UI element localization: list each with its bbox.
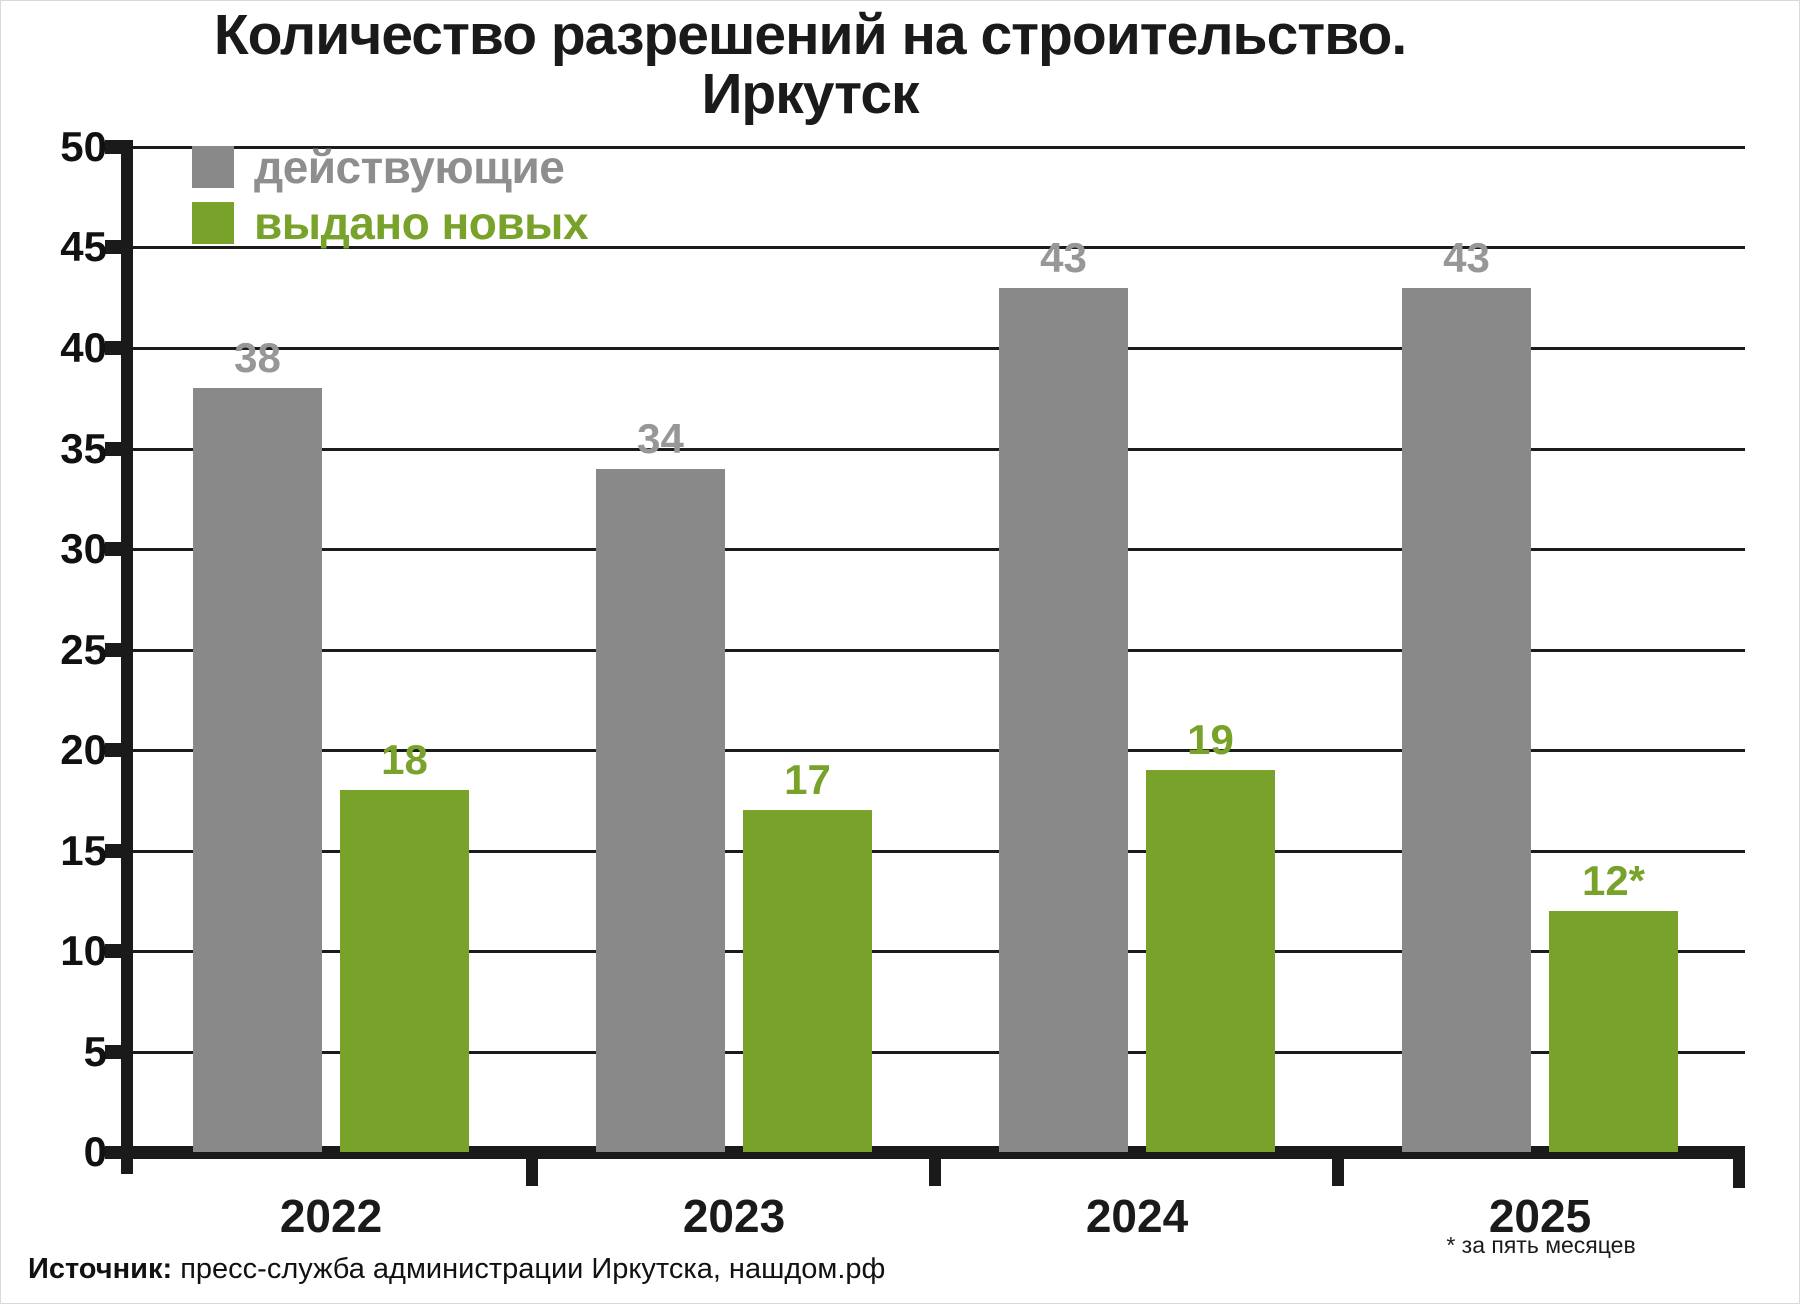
value-label-active-2025: 43	[1443, 234, 1490, 281]
value-label-active-2022: 38	[234, 334, 281, 381]
y-tick-label-0: 0	[83, 1128, 107, 1175]
bar-new-2023	[743, 810, 872, 1152]
y-tick-label-20: 20	[60, 726, 107, 773]
value-label-new-2023: 17	[784, 756, 831, 803]
y-tick-label-5: 5	[83, 1028, 107, 1075]
value-label-new-2022: 18	[381, 736, 428, 783]
bar-active-2024	[999, 288, 1128, 1152]
x-category-label-2025: 2025	[1488, 1190, 1592, 1242]
gridline-20	[133, 749, 1745, 752]
y-tick-15	[105, 844, 133, 858]
bar-active-2022	[193, 388, 322, 1152]
bar-new-2024	[1146, 770, 1275, 1152]
y-tick-label-40: 40	[60, 324, 107, 371]
gridline-50	[133, 146, 1745, 149]
x-axis-end-tick	[1733, 1146, 1745, 1188]
y-axis-line	[121, 140, 133, 1174]
value-label-active-2024: 43	[1040, 234, 1087, 281]
y-tick-label-35: 35	[60, 425, 107, 472]
value-label-new-2024: 19	[1187, 716, 1234, 763]
bar-active-2023	[596, 469, 725, 1152]
y-tick-50	[105, 140, 133, 154]
y-tick-45	[105, 240, 133, 254]
source-line: Источник: пресс-служба администрации Ирк…	[28, 1252, 885, 1286]
y-tick-30	[105, 542, 133, 556]
gridline-45	[133, 246, 1745, 249]
bar-new-2025	[1549, 911, 1678, 1152]
bar-active-2025	[1402, 288, 1531, 1152]
chart-title-line1: Количество разрешений на строительство.	[213, 3, 1407, 67]
y-tick-label-10: 10	[60, 927, 107, 974]
source-label: Источник:	[28, 1253, 173, 1285]
y-tick-20	[105, 743, 133, 757]
y-tick-label-25: 25	[60, 626, 107, 673]
y-tick-label-50: 50	[60, 123, 107, 170]
x-axis-separator-tick-3	[1332, 1146, 1344, 1186]
y-tick-25	[105, 643, 133, 657]
source-text: пресс-служба администрации Иркутска, наш…	[172, 1253, 886, 1285]
y-tick-label-30: 30	[60, 525, 107, 572]
chart-title-line2: Иркутск	[701, 62, 919, 127]
footnote-asterisk: * за пять месяцев	[1446, 1232, 1636, 1258]
value-label-active-2023: 34	[637, 415, 684, 462]
gridline-30	[133, 548, 1745, 551]
x-category-label-2022: 2022	[279, 1190, 383, 1242]
y-tick-40	[105, 341, 133, 355]
legend-swatch-new-icon	[192, 202, 234, 244]
y-tick-label-15: 15	[60, 827, 107, 874]
x-axis-separator-tick-1	[526, 1146, 538, 1186]
legend-label-active: действующие	[254, 141, 565, 193]
bar-new-2022	[340, 790, 469, 1152]
gridline-25	[133, 649, 1745, 652]
x-category-label-2023: 2023	[682, 1190, 786, 1242]
gridline-40	[133, 347, 1745, 350]
y-tick-5	[105, 1045, 133, 1059]
gridline-10	[133, 950, 1745, 953]
legend-swatch-active-icon	[192, 146, 234, 188]
legend-label-new: выдано новых	[254, 197, 589, 249]
y-tick-label-45: 45	[60, 223, 107, 270]
x-axis-separator-tick-2	[929, 1146, 941, 1186]
gridline-15	[133, 850, 1745, 853]
x-category-label-2024: 2024	[1085, 1190, 1189, 1242]
legend-item-new: выдано новых	[192, 197, 589, 249]
gridline-35	[133, 448, 1745, 451]
y-tick-35	[105, 442, 133, 456]
y-tick-10	[105, 944, 133, 958]
chart-title: Количество разрешений на строительство. …	[0, 3, 1620, 127]
value-label-new-2025: 12*	[1581, 857, 1646, 904]
legend-item-active: действующие	[192, 141, 588, 193]
gridline-5	[133, 1051, 1745, 1054]
legend: действующие выдано новых	[192, 141, 589, 258]
